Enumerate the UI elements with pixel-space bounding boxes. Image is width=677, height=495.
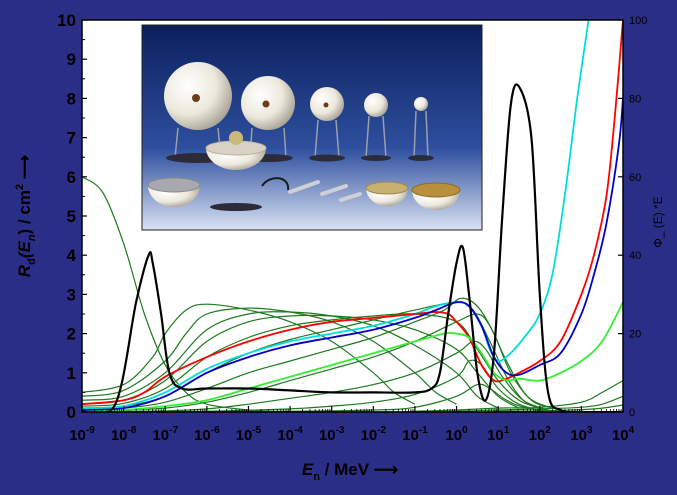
x-tick-label: 10-4 <box>277 425 303 444</box>
sphere-smaller <box>364 93 388 117</box>
detector-cable <box>261 177 290 191</box>
x-tick-label: 104 <box>612 425 635 444</box>
left-axis-ticks: 0 1 2 3 4 5 6 7 8 9 10 <box>57 11 87 422</box>
sphere-hole <box>262 100 270 108</box>
x-tick-label: 101 <box>487 425 510 444</box>
sphere-hole <box>192 94 200 102</box>
series-line-17 <box>82 380 623 412</box>
y-tick-label: 7 <box>67 129 76 148</box>
series-line-5 <box>82 176 291 412</box>
y-tick-label: 4 <box>67 246 77 265</box>
series-line-3 <box>82 98 623 411</box>
series-line-4 <box>82 301 623 412</box>
y2-tick-label: 100 <box>629 15 647 27</box>
half-shell-left-rim <box>147 177 201 193</box>
y-tick-label: 1 <box>67 364 76 383</box>
y-tick-label: 9 <box>67 50 76 69</box>
sphere-smallest <box>414 97 428 111</box>
x-axis-label: En / MeV ⟶ <box>302 460 398 483</box>
y-tick-label: 5 <box>67 207 76 226</box>
bonner-sphere-photo <box>141 24 483 231</box>
y2-tick-label: 20 <box>629 329 641 341</box>
series-line-0 <box>82 83 623 412</box>
y2-tick-label: 80 <box>629 93 641 105</box>
y-axis-arrow: ⟶ <box>15 155 34 184</box>
y-axis-label: Rd(En) / cm2 ⟶ <box>14 155 38 277</box>
x-axis-sub: n <box>313 471 320 483</box>
y2-tick-label: 60 <box>629 172 641 184</box>
y-tick-label: 6 <box>67 168 76 187</box>
x-tick-label: 10-5 <box>236 425 262 444</box>
y-tick-label: 0 <box>67 403 76 422</box>
sphere-hole <box>323 102 329 108</box>
bottom-axis-ticks: 10-9 10-8 10-7 10-6 10-5 10-4 10-3 10-2 10-1 100 1… <box>69 406 635 444</box>
x-tick-label: 10-2 <box>361 425 387 444</box>
y-axis-arg-sub: n <box>26 234 38 241</box>
y-tick-label: 3 <box>67 285 76 304</box>
y2-axis-label: Φ_ (E) *E <box>651 196 665 248</box>
x-tick-label: 10-1 <box>402 425 428 444</box>
series-line-10 <box>82 313 541 409</box>
x-tick-label: 10-6 <box>194 425 220 444</box>
x-tick-label: 10-8 <box>111 425 137 444</box>
series-line-18 <box>82 395 623 412</box>
x-tick-label: 103 <box>570 425 593 444</box>
y-axis-unit: ) / cm <box>15 190 34 234</box>
inner-sphere <box>229 131 243 145</box>
y-tick-label: 10 <box>57 11 76 30</box>
x-tick-label: 100 <box>445 425 468 444</box>
y-axis-arg: (E <box>15 241 34 259</box>
x-tick-label: 10-9 <box>69 425 95 444</box>
detector-rods <box>288 180 362 202</box>
x-axis-unit: / MeV ⟶ <box>320 460 398 479</box>
half-shell-gold-rim <box>411 182 461 198</box>
series-line-13 <box>82 313 553 411</box>
series-line-7 <box>82 307 457 405</box>
y-tick-label: 2 <box>67 325 76 344</box>
x-tick-label: 10-3 <box>319 425 345 444</box>
series-line-6 <box>82 303 416 405</box>
y-axis-var: R <box>15 264 34 277</box>
x-axis-var: E <box>302 460 314 479</box>
half-shell-right-rim <box>365 181 409 195</box>
y-tick-label: 8 <box>67 89 76 108</box>
y2-tick-label: 0 <box>629 407 635 419</box>
x-tick-label: 102 <box>529 425 552 444</box>
right-axis-ticks: 0 20 40 60 80 100 <box>618 15 647 419</box>
series-line-19 <box>82 404 623 412</box>
x-tick-label: 10-7 <box>152 425 178 444</box>
series-line-2 <box>82 20 623 406</box>
y2-tick-label: 40 <box>629 250 641 262</box>
y-axis-unit-sup: 2 <box>14 184 26 190</box>
y-axis-sub: d <box>26 258 38 265</box>
